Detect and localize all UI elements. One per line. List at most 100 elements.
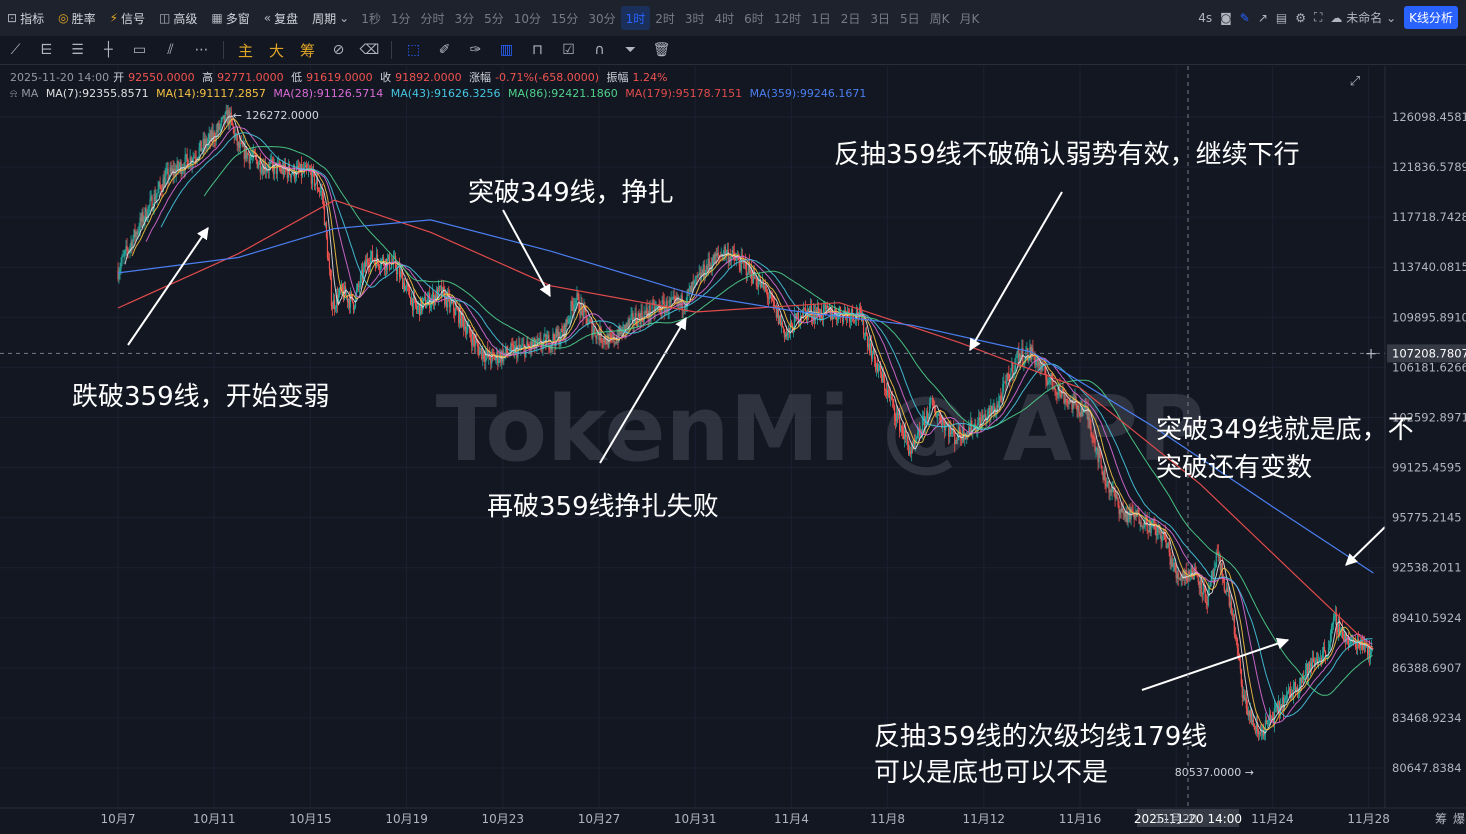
candle-body (740, 255, 742, 271)
select-tool-icon[interactable]: ⬚ (406, 42, 421, 58)
candle-body (949, 425, 951, 437)
winrate-button[interactable]: ◎ 胜率 (51, 6, 103, 30)
period-30m[interactable]: 30分 (588, 11, 616, 26)
user-menu[interactable]: ☁ 未命名 ⌄ (1330, 11, 1397, 25)
candle-body (538, 338, 540, 341)
chips-button[interactable]: 筹 (299, 41, 315, 60)
y-tick-label: 89410.5924 (1392, 611, 1462, 625)
signal-button[interactable]: ⚡ 信号 (103, 6, 152, 30)
candle-body (1329, 633, 1332, 644)
period-5d[interactable]: 5日 (900, 11, 920, 26)
magnet-icon[interactable]: ∩ (594, 42, 605, 58)
indicator-button[interactable]: ⊡ 指标 (0, 6, 51, 30)
candle-body (1142, 526, 1144, 528)
period-timeshare[interactable]: 分时 (420, 11, 445, 26)
filter-icon[interactable]: ⏷ (624, 42, 637, 58)
multi-window-button[interactable]: ▦ 多窗 (204, 6, 256, 30)
toggle-icon[interactable]: ⊘ (332, 42, 345, 58)
candle-body (778, 315, 780, 324)
candle-body (233, 128, 235, 139)
horizontal-line-icon[interactable]: ┼ (104, 42, 113, 58)
period-2h[interactable]: 2时 (655, 11, 675, 26)
main-force-button[interactable]: 主 (237, 41, 253, 60)
advanced-button[interactable]: ◫ 高级 (152, 6, 204, 30)
period-10m[interactable]: 10分 (513, 11, 542, 26)
parallel-tool-icon[interactable]: ⋿ (40, 42, 53, 58)
candle-body (1144, 515, 1146, 527)
candle-body (281, 166, 283, 172)
period-5m[interactable]: 5分 (484, 11, 504, 26)
period-1s[interactable]: 1秒 (361, 11, 381, 26)
candle-body (1159, 531, 1161, 533)
candle-body (648, 305, 650, 319)
share-icon[interactable]: ↗ (1257, 10, 1268, 25)
trash-icon[interactable]: 🗑 (652, 42, 671, 58)
candle-body (889, 391, 891, 398)
candle-type-icon[interactable]: ▥ (499, 42, 514, 58)
pen-icon[interactable]: ✎ (1239, 10, 1250, 25)
candle-body (962, 426, 964, 441)
candle-body (917, 432, 919, 439)
fullscreen-icon[interactable]: ⛶ (1314, 10, 1323, 24)
hlines-tool-icon[interactable]: ☰ (71, 42, 84, 58)
more-tools-icon[interactable]: ⋯ (194, 42, 209, 58)
line-tool-icon[interactable]: ⟋ (10, 42, 21, 58)
period-1m[interactable]: 1分 (390, 11, 411, 26)
candle-body (454, 310, 456, 315)
period-3d[interactable]: 3日 (870, 11, 891, 26)
candle-body (423, 297, 425, 302)
candle-body (1183, 573, 1185, 578)
candle-body (609, 334, 611, 336)
period-12h[interactable]: 12时 (773, 11, 802, 26)
period-3h[interactable]: 3时 (684, 11, 705, 26)
expand-icon[interactable]: ⤢ (1350, 74, 1360, 89)
gear-icon[interactable]: ⚙ (1295, 10, 1306, 25)
camera-icon[interactable]: ◙ (1220, 10, 1232, 25)
add-alert-icon[interactable]: + (1365, 344, 1378, 362)
candle-body (128, 249, 130, 252)
period-4h[interactable]: 4时 (714, 11, 735, 26)
candle-body (1007, 373, 1009, 375)
brush-tool-icon[interactable]: ✐ (438, 42, 451, 58)
period-2d[interactable]: 2日 (840, 11, 861, 26)
big-order-button[interactable]: 大 (268, 41, 284, 60)
candle-body (120, 263, 122, 270)
candle-body (887, 389, 889, 396)
candle-body (1129, 506, 1131, 520)
period-dropdown[interactable]: 周期 ⌄ (305, 6, 356, 30)
lock-icon[interactable]: ⊓ (532, 42, 543, 58)
rectangle-tool-icon[interactable]: ▭ (132, 42, 147, 58)
period-15m[interactable]: 15分 (551, 11, 579, 26)
erase-tool-icon[interactable]: ⌫ (359, 42, 380, 58)
period-week[interactable]: 周K (929, 11, 950, 26)
candle-body (320, 191, 323, 193)
y-tick-label: 106181.6266 (1392, 360, 1466, 374)
highlighter-icon[interactable]: ✑ (469, 42, 482, 58)
candle-body (496, 351, 498, 358)
fib-tool-icon[interactable]: ⫽ (167, 42, 174, 58)
candle-body (670, 299, 672, 303)
candle-body (884, 390, 887, 391)
replay-button[interactable]: «复盘 (257, 6, 305, 30)
candle-body (1020, 354, 1022, 358)
period-6h[interactable]: 6时 (744, 11, 764, 26)
candle-body (122, 256, 124, 257)
candle-body (764, 286, 766, 289)
period-month[interactable]: 月K (959, 11, 980, 26)
candle-body (912, 447, 914, 449)
period-3m[interactable]: 3分 (454, 11, 475, 26)
candle-body (610, 335, 612, 337)
period-1h[interactable]: 1时 (620, 6, 651, 30)
ma-line (117, 219, 1374, 574)
kline-analysis-button[interactable]: K线分析 (1404, 6, 1458, 29)
edit-template-icon[interactable]: ☑ (562, 42, 575, 58)
candle-body (420, 297, 422, 316)
candle-body (495, 357, 497, 361)
period-1d[interactable]: 1日 (811, 11, 831, 26)
layout-icon[interactable]: ▤ (1275, 10, 1288, 25)
candle-body (435, 295, 437, 301)
bell-icon[interactable]: ⍾ (10, 87, 18, 100)
candle-body (1234, 634, 1236, 638)
candle-body (215, 130, 217, 142)
